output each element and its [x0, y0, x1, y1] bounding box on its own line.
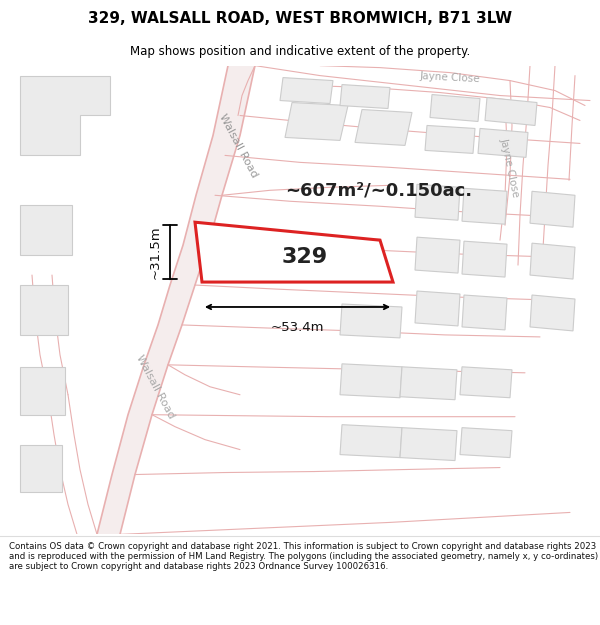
Polygon shape	[478, 129, 528, 158]
Text: Contains OS data © Crown copyright and database right 2021. This information is : Contains OS data © Crown copyright and d…	[9, 542, 598, 571]
Polygon shape	[530, 191, 575, 228]
Polygon shape	[340, 84, 390, 109]
Polygon shape	[97, 66, 255, 534]
Polygon shape	[415, 237, 460, 273]
Text: ~607m²/~0.150ac.: ~607m²/~0.150ac.	[285, 181, 472, 199]
Text: Walsall Road: Walsall Road	[134, 353, 176, 420]
Polygon shape	[340, 304, 402, 338]
Polygon shape	[20, 76, 110, 156]
Polygon shape	[340, 364, 402, 398]
Polygon shape	[20, 367, 65, 415]
Polygon shape	[415, 291, 460, 326]
Polygon shape	[355, 109, 412, 146]
Polygon shape	[415, 184, 460, 220]
Polygon shape	[20, 205, 72, 255]
Text: Jayne Close: Jayne Close	[419, 71, 481, 84]
Polygon shape	[430, 94, 480, 121]
Polygon shape	[460, 428, 512, 458]
Polygon shape	[460, 367, 512, 398]
Text: Jayne Close: Jayne Close	[499, 137, 521, 198]
Text: ~31.5m: ~31.5m	[149, 226, 162, 279]
Text: Walsall Road: Walsall Road	[217, 112, 259, 179]
Polygon shape	[425, 126, 475, 153]
Polygon shape	[195, 222, 393, 282]
Polygon shape	[20, 444, 62, 493]
Polygon shape	[462, 188, 507, 224]
Polygon shape	[530, 243, 575, 279]
Polygon shape	[280, 78, 333, 104]
Polygon shape	[400, 428, 457, 461]
Text: 329: 329	[282, 247, 328, 267]
Text: ~53.4m: ~53.4m	[271, 321, 324, 334]
Polygon shape	[485, 98, 537, 126]
Polygon shape	[285, 102, 348, 141]
Polygon shape	[462, 295, 507, 330]
Polygon shape	[530, 295, 575, 331]
Text: 329, WALSALL ROAD, WEST BROMWICH, B71 3LW: 329, WALSALL ROAD, WEST BROMWICH, B71 3L…	[88, 11, 512, 26]
Text: Map shows position and indicative extent of the property.: Map shows position and indicative extent…	[130, 45, 470, 58]
Polygon shape	[400, 367, 457, 400]
Polygon shape	[20, 285, 68, 335]
Polygon shape	[340, 424, 402, 458]
Polygon shape	[462, 241, 507, 277]
